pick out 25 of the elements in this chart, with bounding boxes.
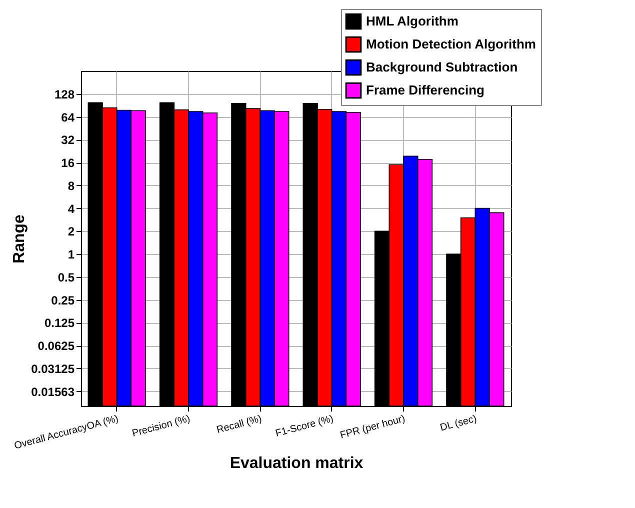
y-tick-label: 0.0625 <box>38 339 75 354</box>
legend-label: Frame Differencing <box>366 82 485 98</box>
y-tick-label: 1 <box>68 248 75 262</box>
y-tick-label: 0.01563 <box>31 384 75 399</box>
y-tick-label: 64 <box>61 110 75 124</box>
x-tick-label: FPR (per hour) <box>339 414 406 442</box>
y-axis-title: Range <box>11 214 28 264</box>
y-tick-label: 0.03125 <box>31 362 75 376</box>
legend-label: Background Subtraction <box>366 60 518 74</box>
y-tick-label: 0.25 <box>51 293 75 308</box>
x-tick-label: DL (sec) <box>439 414 478 434</box>
x-tick-label: Precision (%) <box>131 414 192 440</box>
y-tick-label: 4 <box>68 202 75 216</box>
legend-label: HML Algorithm <box>366 14 458 28</box>
y-tick-label: 2 <box>68 224 75 239</box>
y-tick-label: 32 <box>61 133 75 148</box>
y-tick-label: 0.125 <box>44 316 75 330</box>
x-tick-label: F1-Score (%) <box>274 414 335 440</box>
y-tick-label: 8 <box>68 178 75 193</box>
y-tick-label: 16 <box>61 156 75 170</box>
y-tick-label: 128 <box>54 87 75 102</box>
x-axis-title: Evaluation matrix <box>230 455 364 472</box>
y-tick-label: 0.5 <box>58 270 75 284</box>
x-tick-label: Recall (%) <box>216 414 264 436</box>
legend-label: Motion Detection Algorithm <box>366 36 536 52</box>
